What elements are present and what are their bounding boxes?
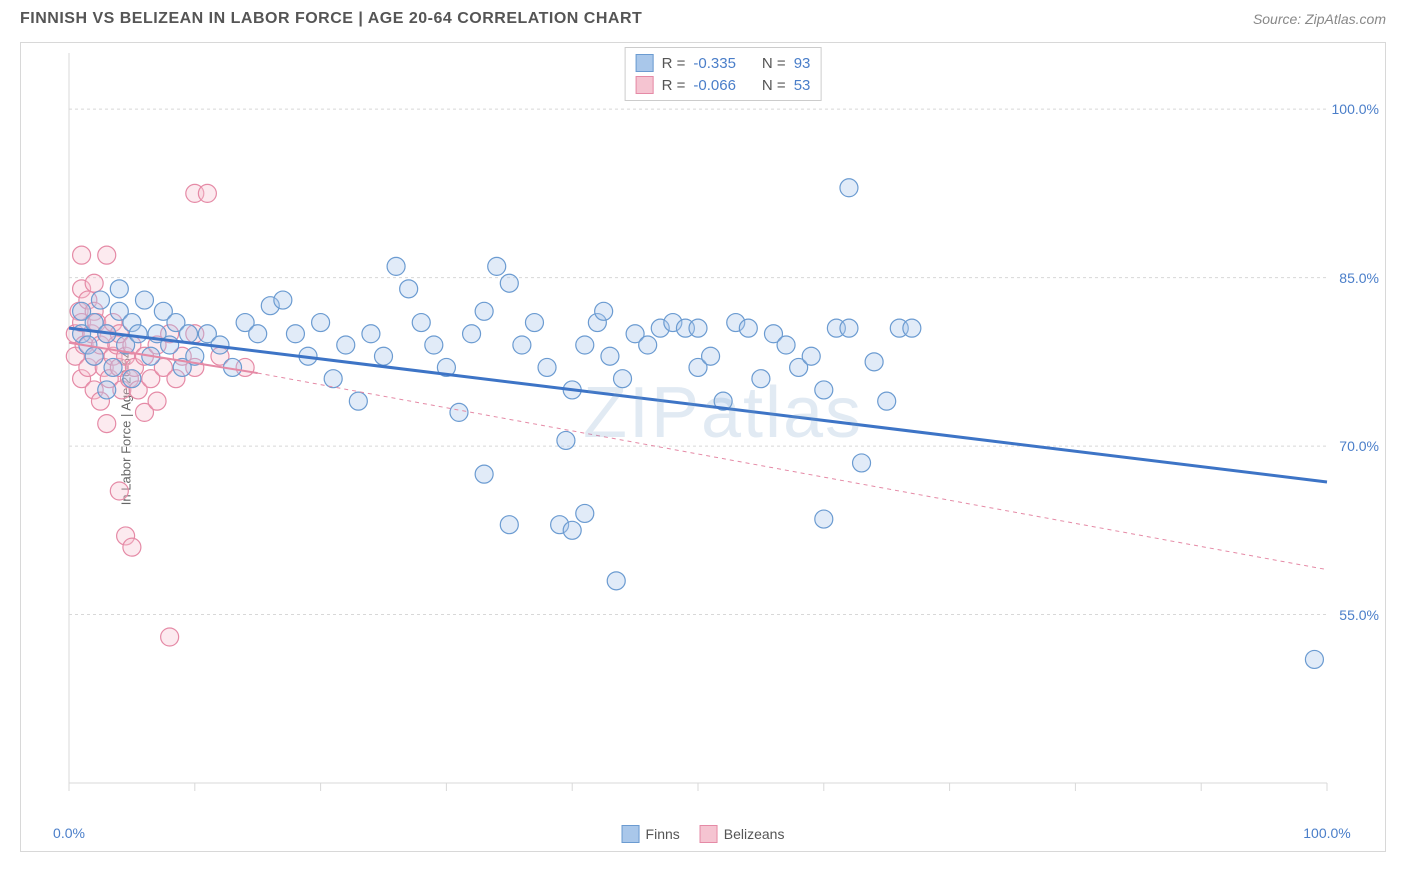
scatter-point (815, 510, 833, 528)
scatter-point (85, 347, 103, 365)
chart-container: In Labor Force | Age 20-64 ZIPatlas R = … (20, 42, 1386, 852)
legend-swatch (636, 76, 654, 94)
scatter-point (840, 179, 858, 197)
scatter-point (400, 280, 418, 298)
scatter-point (739, 319, 757, 337)
source-attribution: Source: ZipAtlas.com (1253, 11, 1386, 27)
scatter-point (198, 184, 216, 202)
legend-swatch (636, 54, 654, 72)
scatter-point (387, 257, 405, 275)
scatter-point (563, 521, 581, 539)
scatter-point (104, 358, 122, 376)
y-tick-label: 55.0% (1339, 607, 1379, 623)
correlation-legend-box: R = -0.335 N = 93 R = -0.066 N = 53 (625, 47, 822, 101)
n-label: N = (762, 77, 786, 94)
r-label: R = (662, 55, 686, 72)
correlation-legend-row: R = -0.335 N = 93 (636, 52, 811, 74)
scatter-point (689, 319, 707, 337)
scatter-point (463, 325, 481, 343)
scatter-point (349, 392, 367, 410)
x-tick-label: 100.0% (1303, 825, 1350, 841)
scatter-point (752, 370, 770, 388)
chart-header: FINNISH VS BELIZEAN IN LABOR FORCE | AGE… (0, 0, 1406, 36)
scatter-point (274, 291, 292, 309)
scatter-point (525, 314, 543, 332)
r-value: -0.066 (693, 77, 736, 94)
scatter-point (500, 274, 518, 292)
scatter-point (702, 347, 720, 365)
scatter-point (607, 572, 625, 590)
scatter-point (538, 358, 556, 376)
scatter-point (312, 314, 330, 332)
correlation-legend-row: R = -0.066 N = 53 (636, 74, 811, 96)
scatter-point (878, 392, 896, 410)
legend-label: Belizeans (724, 826, 785, 842)
plot-area: In Labor Force | Age 20-64 ZIPatlas R = … (59, 43, 1387, 813)
x-tick-label: 0.0% (53, 825, 85, 841)
scatter-point (815, 381, 833, 399)
scatter-point (73, 246, 91, 264)
scatter-point (249, 325, 267, 343)
scatter-point (777, 336, 795, 354)
y-tick-label: 85.0% (1339, 270, 1379, 286)
trend-line-extrapolated (258, 373, 1327, 570)
scatter-point (135, 291, 153, 309)
scatter-point (286, 325, 304, 343)
scatter-point (148, 392, 166, 410)
legend-item: Belizeans (700, 825, 785, 843)
scatter-point (85, 274, 103, 292)
scatter-point (123, 370, 141, 388)
scatter-point (840, 319, 858, 337)
scatter-point (375, 347, 393, 365)
scatter-point (98, 246, 116, 264)
scatter-point (865, 353, 883, 371)
scatter-point (412, 314, 430, 332)
scatter-point (1305, 650, 1323, 668)
scatter-point (98, 415, 116, 433)
scatter-point (180, 325, 198, 343)
scatter-point (557, 431, 575, 449)
scatter-point (123, 538, 141, 556)
scatter-point (450, 403, 468, 421)
scatter-point (614, 370, 632, 388)
y-tick-label: 100.0% (1332, 101, 1379, 117)
scatter-point (425, 336, 443, 354)
scatter-point (110, 280, 128, 298)
trend-line (69, 328, 1327, 482)
scatter-point (324, 370, 342, 388)
scatter-point (639, 336, 657, 354)
r-label: R = (662, 77, 686, 94)
scatter-point (576, 336, 594, 354)
legend-label: Finns (646, 826, 680, 842)
legend-swatch (700, 825, 718, 843)
scatter-point (110, 482, 128, 500)
scatter-point (475, 465, 493, 483)
scatter-point (802, 347, 820, 365)
series-legend: Finns Belizeans (622, 825, 785, 843)
scatter-plot-svg (59, 43, 1387, 813)
y-tick-label: 70.0% (1339, 438, 1379, 454)
n-label: N = (762, 55, 786, 72)
scatter-point (513, 336, 531, 354)
legend-swatch (622, 825, 640, 843)
chart-title: FINNISH VS BELIZEAN IN LABOR FORCE | AGE… (20, 10, 642, 28)
legend-item: Finns (622, 825, 680, 843)
scatter-point (362, 325, 380, 343)
scatter-point (91, 291, 109, 309)
n-value: 53 (794, 77, 811, 94)
r-value: -0.335 (693, 55, 736, 72)
scatter-point (576, 504, 594, 522)
scatter-point (601, 347, 619, 365)
scatter-point (337, 336, 355, 354)
scatter-point (903, 319, 921, 337)
scatter-point (488, 257, 506, 275)
scatter-point (475, 302, 493, 320)
scatter-point (595, 302, 613, 320)
scatter-point (98, 381, 116, 399)
scatter-point (161, 628, 179, 646)
scatter-point (500, 516, 518, 534)
scatter-point (853, 454, 871, 472)
scatter-point (129, 325, 147, 343)
n-value: 93 (794, 55, 811, 72)
